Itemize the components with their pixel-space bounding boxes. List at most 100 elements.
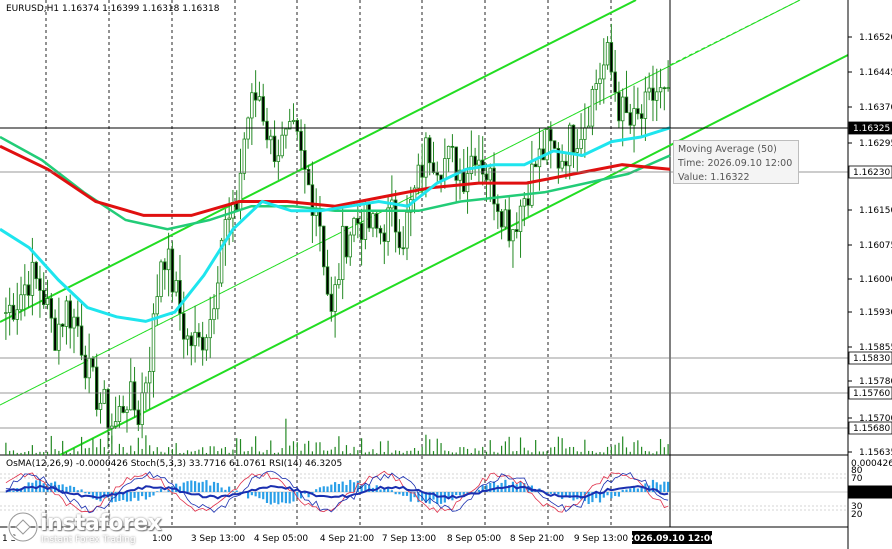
candle-body [299, 130, 303, 151]
oscillator-window[interactable] [0, 470, 848, 514]
candle-body [613, 71, 617, 93]
candle-body [140, 392, 144, 426]
candle-body [306, 168, 311, 186]
candle-body [503, 209, 508, 228]
candle-body [189, 335, 194, 347]
candle-body [526, 198, 530, 206]
candle-body [227, 217, 231, 220]
candle-body [291, 119, 296, 122]
candle-body [643, 91, 648, 119]
candle-body [329, 293, 334, 312]
candle-body [560, 160, 564, 169]
trend-channel[interactable] [0, 0, 849, 456]
candle-body [666, 87, 670, 89]
candle-body [662, 87, 667, 90]
indicator-header: OsMA(12,26,9) -0.0000426 Stoch(5,3,3) 33… [6, 459, 343, 469]
candle-body [511, 229, 515, 242]
price-label-box [848, 421, 892, 435]
price-label-box [848, 351, 892, 365]
oscillator-tick-label: 70 [851, 474, 863, 484]
price-tick-label: 1.16075 [859, 241, 892, 251]
price-label: 1.16325 [853, 124, 890, 134]
candle-body [87, 357, 91, 379]
candle-body [216, 282, 220, 310]
channel-lower-line [59, 54, 849, 456]
price-label: 1.15760 [853, 389, 890, 399]
candle-body [144, 382, 148, 394]
candle-body [507, 209, 511, 242]
stoch-main-line [5, 470, 669, 514]
candle-body [522, 198, 527, 207]
candle-body [246, 117, 250, 140]
candle-body [106, 388, 110, 429]
time-label: 4 Sep 05:00 [254, 534, 309, 544]
price-axis[interactable]: 1.16520 1.16445 1.16370 1.16295 1.16150 1.160… [847, 0, 892, 549]
candle-body [318, 211, 322, 227]
candle-body [628, 112, 632, 126]
candle-body [322, 225, 326, 268]
candle-body [15, 309, 19, 320]
candle-body [132, 381, 137, 411]
candle-body [94, 366, 99, 410]
candle-body [64, 300, 69, 327]
candle-body [310, 184, 315, 216]
candle-body [26, 284, 31, 296]
price-label-box [848, 386, 892, 400]
candle-body [552, 140, 557, 149]
candle-body [484, 173, 489, 181]
ma-red-line [0, 144, 671, 217]
candle-body [420, 164, 424, 178]
candle-body [594, 83, 598, 90]
time-label: 9 Sep 13:00 [574, 534, 629, 544]
candle-body [458, 169, 462, 181]
candle-body [454, 146, 458, 181]
candle-body [253, 92, 258, 101]
candle-body [405, 211, 409, 249]
candle-body [287, 121, 292, 130]
candle-body [170, 248, 175, 293]
candle-body [518, 205, 523, 232]
candle-body [219, 239, 224, 284]
candle-body [598, 78, 602, 84]
candle-body [212, 308, 216, 321]
osma-value-box [848, 485, 892, 499]
candle-body [30, 261, 35, 296]
oscillator-tick-label: 20 [851, 510, 863, 520]
moving-averages[interactable] [0, 126, 671, 323]
candle-body [446, 145, 451, 159]
ma-green-line [0, 135, 671, 231]
candle-body [314, 211, 318, 216]
candle-body [530, 163, 534, 206]
volume-bars [5, 418, 669, 455]
price-tick-label: 1.15635 [859, 448, 892, 458]
candle-body [473, 155, 477, 166]
candle-body [72, 316, 76, 329]
candle-body [416, 164, 421, 189]
channel-upper-line [0, 0, 637, 323]
price-label-box [848, 165, 892, 179]
candle-body [242, 138, 247, 174]
price-label-box [848, 121, 892, 135]
candle-body [571, 124, 576, 153]
price-label: 1.15680 [853, 424, 890, 434]
candle-body [98, 402, 103, 410]
candle-body [359, 223, 364, 240]
cursor-time-box [632, 531, 712, 544]
candle-body [197, 331, 201, 338]
chart-grid [0, 0, 848, 527]
logo-name: instaforex [40, 511, 162, 536]
candle-body [462, 169, 466, 193]
candle-body [352, 217, 356, 236]
candle-body [159, 261, 163, 297]
candle-body [556, 147, 561, 169]
time-axis[interactable]: 1 S 1:00 3 Sep 13:00 4 Sep 05:00 4 Sep 21:00… [0, 526, 848, 544]
candle-body [257, 96, 262, 101]
time-label-first: 1 S [2, 534, 17, 544]
candle-body [382, 232, 387, 242]
candle-body [57, 323, 61, 351]
candle-body [261, 96, 265, 122]
candle-body [393, 199, 398, 233]
candle-body [443, 158, 447, 181]
